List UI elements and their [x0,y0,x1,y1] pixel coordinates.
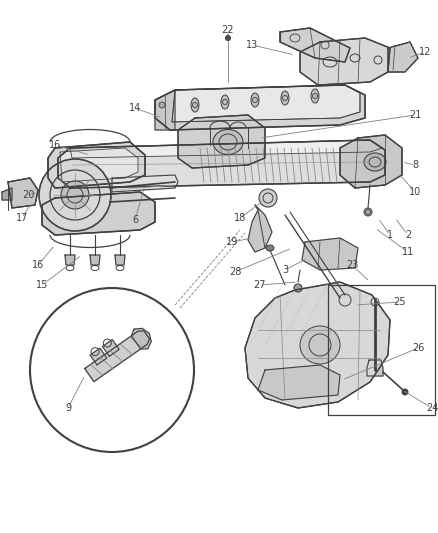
Polygon shape [155,90,175,130]
Ellipse shape [311,89,319,103]
Ellipse shape [294,284,302,292]
Polygon shape [115,255,125,265]
Polygon shape [367,360,383,376]
Text: 9: 9 [65,403,71,413]
Text: 24: 24 [426,403,438,413]
Polygon shape [60,148,138,182]
Polygon shape [102,340,119,357]
Text: 26: 26 [412,343,424,353]
Text: 14: 14 [129,103,141,113]
Polygon shape [85,331,149,382]
Text: 15: 15 [36,280,48,290]
Text: 8: 8 [412,160,418,170]
Text: 16: 16 [32,260,44,270]
Ellipse shape [364,153,386,171]
Text: 17: 17 [16,213,28,223]
Polygon shape [258,365,340,400]
Ellipse shape [251,93,259,107]
Polygon shape [340,135,402,188]
Ellipse shape [266,245,274,251]
Text: 20: 20 [22,190,34,200]
Ellipse shape [364,208,372,216]
Ellipse shape [191,98,199,112]
Text: 1: 1 [387,230,393,240]
Text: 27: 27 [254,280,266,290]
Polygon shape [58,140,385,188]
Polygon shape [302,238,358,270]
Polygon shape [178,115,265,168]
Text: 10: 10 [409,187,421,197]
Ellipse shape [300,326,340,364]
Ellipse shape [61,181,89,209]
Polygon shape [65,255,75,265]
Polygon shape [172,85,360,122]
Ellipse shape [221,95,229,109]
Polygon shape [388,42,418,72]
Ellipse shape [39,159,111,231]
Text: 3: 3 [282,265,288,275]
Text: 18: 18 [234,213,246,223]
Polygon shape [112,175,178,192]
Polygon shape [90,348,107,365]
Ellipse shape [281,91,289,105]
Text: 19: 19 [226,237,238,247]
Polygon shape [70,140,382,158]
Text: 2: 2 [405,230,411,240]
Polygon shape [155,85,365,130]
Ellipse shape [159,102,165,108]
Polygon shape [48,142,145,188]
Text: 13: 13 [246,40,258,50]
Text: 21: 21 [409,110,421,120]
Text: 25: 25 [394,297,406,307]
Polygon shape [300,38,390,85]
Text: 12: 12 [419,47,431,57]
Polygon shape [131,328,151,349]
Polygon shape [90,255,100,265]
Polygon shape [245,282,390,408]
Text: 11: 11 [402,247,414,257]
Polygon shape [2,188,12,200]
Polygon shape [8,178,38,208]
Text: 22: 22 [222,25,234,35]
Ellipse shape [213,130,243,155]
Polygon shape [42,192,155,235]
Text: 16: 16 [49,140,61,150]
Ellipse shape [402,389,408,395]
Polygon shape [280,28,350,62]
Text: 23: 23 [346,260,358,270]
Ellipse shape [259,189,277,207]
Text: 28: 28 [229,267,241,277]
Polygon shape [248,205,272,252]
Text: 6: 6 [132,215,138,225]
Ellipse shape [226,36,230,41]
